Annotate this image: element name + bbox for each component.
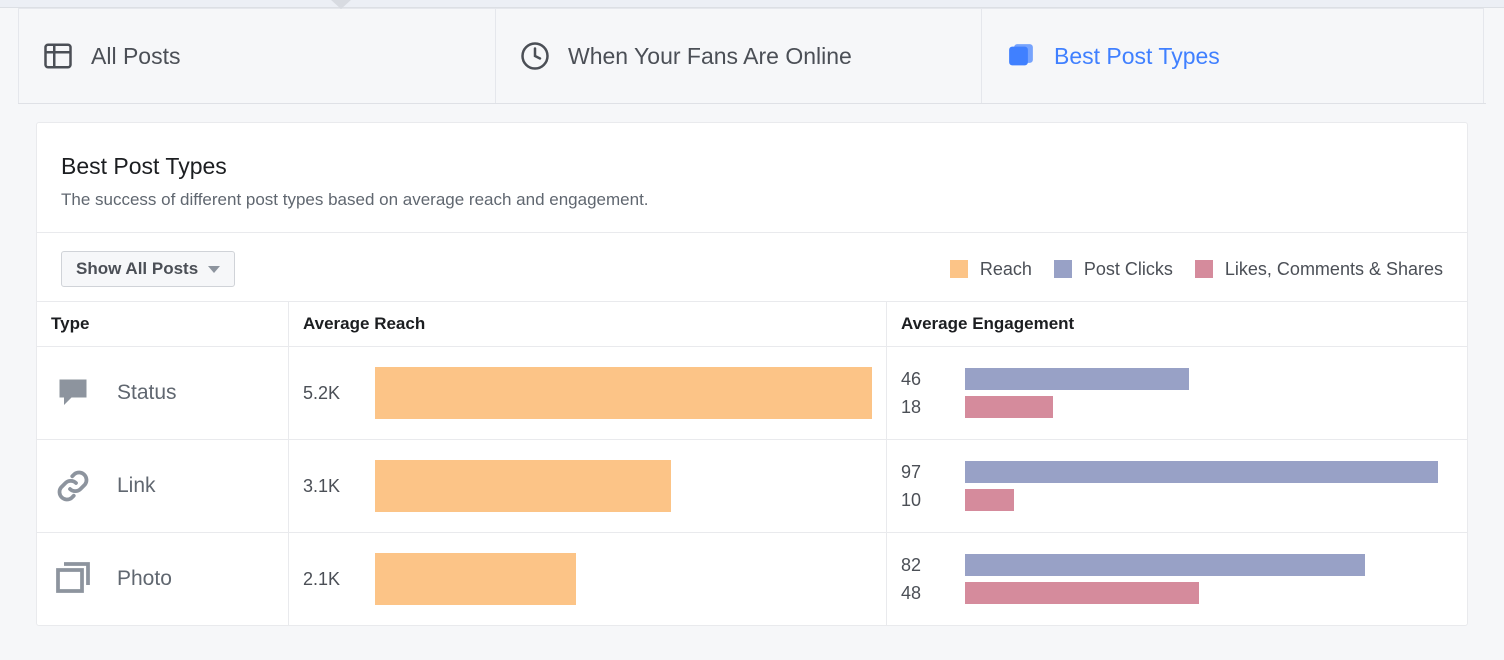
clicks-bar-track: [965, 554, 1453, 576]
reach-cell: 2.1K: [289, 533, 887, 625]
table-row[interactable]: Photo2.1K8248: [37, 533, 1467, 625]
table-row[interactable]: Link3.1K9710: [37, 440, 1467, 533]
card-header: Best Post Types The success of different…: [37, 123, 1467, 233]
clicks-value: 97: [901, 462, 941, 483]
reach-value: 3.1K: [303, 476, 351, 497]
card-toolbar: Show All Posts Reach Post Clicks Likes, …: [37, 233, 1467, 301]
legend-label: Post Clicks: [1084, 259, 1173, 280]
card-title: Best Post Types: [61, 153, 1443, 180]
reach-cell: 3.1K: [289, 440, 887, 532]
clicks-bar: [965, 368, 1189, 390]
card-subtitle: The success of different post types base…: [61, 190, 1443, 210]
legend-swatch-likes: [1195, 260, 1213, 278]
tab-label: All Posts: [91, 43, 180, 70]
likes-bar-track: [965, 489, 1453, 511]
type-label: Photo: [117, 567, 172, 591]
col-header-type: Type: [37, 302, 289, 346]
table-row[interactable]: Status5.2K4618: [37, 347, 1467, 440]
engagement-cell: 8248: [887, 533, 1467, 625]
chevron-down-icon: [208, 266, 220, 273]
list-icon: [43, 41, 73, 71]
reach-cell: 5.2K: [289, 347, 887, 439]
tab-all-posts[interactable]: All Posts: [18, 8, 496, 103]
likes-bar-track: [965, 396, 1453, 418]
col-header-engagement: Average Engagement: [887, 302, 1467, 346]
clicks-value: 82: [901, 555, 941, 576]
reach-bar-track: [375, 367, 872, 419]
clicks-bar: [965, 461, 1438, 483]
insights-tabs: All Posts When Your Fans Are Online Best…: [18, 8, 1486, 104]
col-header-reach: Average Reach: [289, 302, 887, 346]
type-cell: Status: [37, 347, 289, 439]
clicks-bar-track: [965, 461, 1453, 483]
table-header-row: Type Average Reach Average Engagement: [37, 302, 1467, 347]
type-label: Status: [117, 381, 177, 405]
tab-best-post-types[interactable]: Best Post Types: [982, 8, 1484, 103]
status-icon: [51, 373, 95, 413]
likes-bar: [965, 489, 1014, 511]
clock-icon: [520, 41, 550, 71]
likes-value: 48: [901, 583, 941, 604]
clicks-value: 46: [901, 369, 941, 390]
legend-swatch-reach: [950, 260, 968, 278]
tab-when-fans-online[interactable]: When Your Fans Are Online: [496, 8, 982, 103]
type-label: Link: [117, 474, 156, 498]
reach-value: 5.2K: [303, 383, 351, 404]
reach-bar: [375, 460, 671, 512]
legend-label: Likes, Comments & Shares: [1225, 259, 1443, 280]
likes-value: 18: [901, 397, 941, 418]
likes-bar: [965, 396, 1053, 418]
clicks-bar-track: [965, 368, 1453, 390]
photo-icon: [51, 559, 95, 599]
clicks-bar: [965, 554, 1365, 576]
reach-bar-track: [375, 460, 872, 512]
likes-value: 10: [901, 490, 941, 511]
likes-bar-track: [965, 582, 1453, 604]
reach-bar: [375, 367, 872, 419]
reach-bar-track: [375, 553, 872, 605]
type-cell: Photo: [37, 533, 289, 625]
type-cell: Link: [37, 440, 289, 532]
legend-label: Reach: [980, 259, 1032, 280]
chart-legend: Reach Post Clicks Likes, Comments & Shar…: [936, 259, 1443, 280]
top-divider: [0, 0, 1504, 8]
reach-value: 2.1K: [303, 569, 351, 590]
post-types-icon: [1006, 41, 1036, 71]
show-filter-dropdown[interactable]: Show All Posts: [61, 251, 235, 287]
reach-bar: [375, 553, 576, 605]
best-post-types-card: Best Post Types The success of different…: [36, 122, 1468, 626]
engagement-cell: 9710: [887, 440, 1467, 532]
tab-label: Best Post Types: [1054, 43, 1220, 70]
likes-bar: [965, 582, 1199, 604]
post-types-table: Type Average Reach Average Engagement St…: [37, 301, 1467, 625]
engagement-cell: 4618: [887, 347, 1467, 439]
legend-swatch-clicks: [1054, 260, 1072, 278]
tab-label: When Your Fans Are Online: [568, 43, 852, 70]
dropdown-label: Show All Posts: [76, 259, 198, 279]
link-icon: [51, 466, 95, 506]
